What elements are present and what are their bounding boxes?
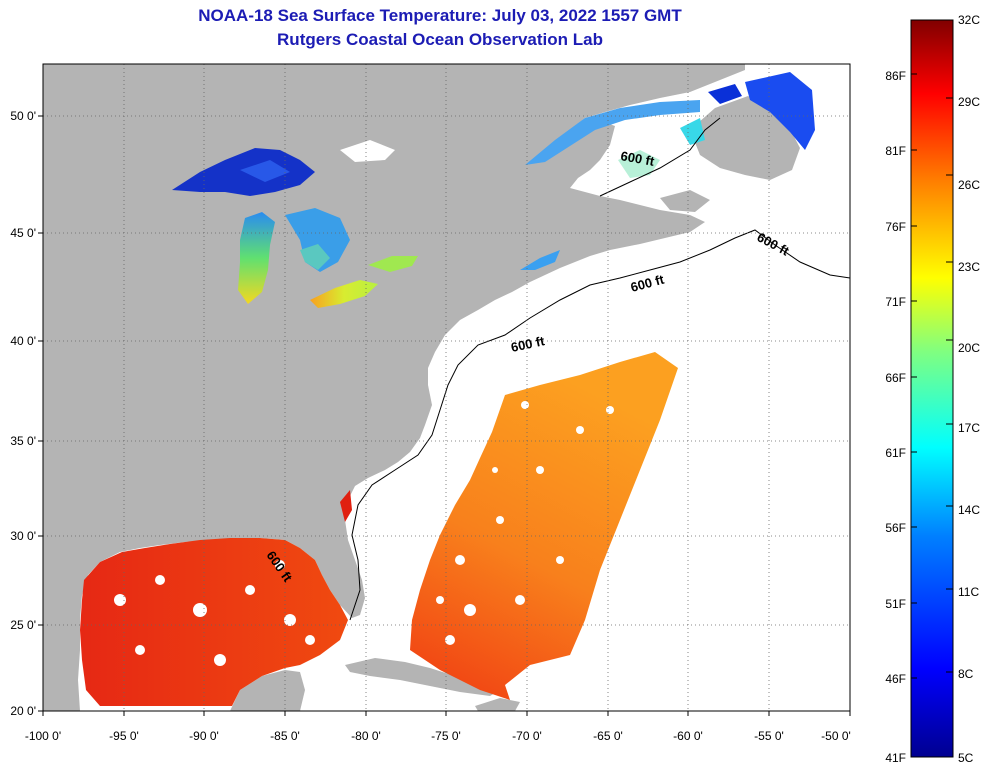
lon-label-70w: -70 0' xyxy=(512,729,542,743)
colorbar-label-56f: 56F xyxy=(885,521,906,535)
colorbar-label-23c: 23C xyxy=(958,260,980,274)
sst-st-lawrence xyxy=(525,100,700,165)
colorbar-label-5c: 5C xyxy=(958,751,974,765)
cloud-mask xyxy=(114,401,614,666)
lon-label-50w: -50 0' xyxy=(821,729,851,743)
land-cape-breton xyxy=(660,190,710,212)
map-subtitle: Rutgers Coastal Ocean Observation Lab xyxy=(277,30,603,49)
isobath-label-gulf-st-lawrence: 600 ft xyxy=(619,148,656,169)
colorbar-label-8c: 8C xyxy=(958,667,974,681)
map-title: NOAA-18 Sea Surface Temperature: July 03… xyxy=(198,6,682,25)
colorbar-label-14c: 14C xyxy=(958,503,980,517)
lake-huron xyxy=(285,208,350,272)
lat-label-50n: 50 0' xyxy=(10,109,36,123)
colorbar xyxy=(910,19,954,758)
lat-label-30n: 30 0' xyxy=(10,529,36,543)
colorbar-label-17c: 17C xyxy=(958,421,980,435)
colorbar-label-61f: 61F xyxy=(885,446,906,460)
lat-label-40n: 40 0' xyxy=(10,334,36,348)
colorbar-label-76f: 76F xyxy=(885,220,906,234)
lon-label-60w: -60 0' xyxy=(673,729,703,743)
lat-label-45n: 45 0' xyxy=(10,226,36,240)
colorbar-label-51f: 51F xyxy=(885,597,906,611)
colorbar-label-41f: 41F xyxy=(885,751,906,765)
lon-label-85w: -85 0' xyxy=(270,729,300,743)
lake-michigan xyxy=(238,212,275,304)
lon-label-100w: -100 0' xyxy=(25,729,61,743)
colorbar-label-26c: 26C xyxy=(958,178,980,192)
land-hispaniola xyxy=(475,698,520,711)
sst-gulf-of-mexico xyxy=(80,538,348,706)
colorbar-label-86f: 86F xyxy=(885,69,906,83)
land-yucatan xyxy=(230,670,305,711)
colorbar-label-66f: 66F xyxy=(885,371,906,385)
lat-label-35n: 35 0' xyxy=(10,434,36,448)
lon-label-65w: -65 0' xyxy=(593,729,623,743)
lon-label-95w: -95 0' xyxy=(109,729,139,743)
sst-atlantic-swath xyxy=(410,352,678,700)
land-newfoundland xyxy=(690,96,800,180)
colorbar-label-46f: 46F xyxy=(885,672,906,686)
lon-label-55w: -55 0' xyxy=(754,729,784,743)
lon-label-75w: -75 0' xyxy=(431,729,461,743)
graticule xyxy=(43,64,850,711)
colorbar-label-32c: 32C xyxy=(958,13,980,27)
land-north-america xyxy=(43,64,745,711)
isobath-label-mid-atlantic: 600 ft xyxy=(510,333,547,355)
lake-ontario xyxy=(368,256,418,272)
colorbar-label-29c: 29C xyxy=(958,95,980,109)
lon-label-80w: -80 0' xyxy=(351,729,381,743)
colorbar-label-71f: 71F xyxy=(885,295,906,309)
colorbar-label-20c: 20C xyxy=(958,341,980,355)
lake-erie xyxy=(310,280,378,308)
lat-label-25n: 25 0' xyxy=(10,618,36,632)
isobath-600ft xyxy=(349,229,850,621)
lake-superior xyxy=(172,148,315,196)
lon-label-90w: -90 0' xyxy=(189,729,219,743)
colorbar-label-11c: 11C xyxy=(958,585,979,599)
colorbar-label-81f: 81F xyxy=(885,144,906,158)
land-cuba xyxy=(345,658,500,696)
sst-labrador xyxy=(745,72,815,150)
land-nova-scotia xyxy=(575,220,665,252)
lat-label-20n: 20 0' xyxy=(10,704,36,718)
